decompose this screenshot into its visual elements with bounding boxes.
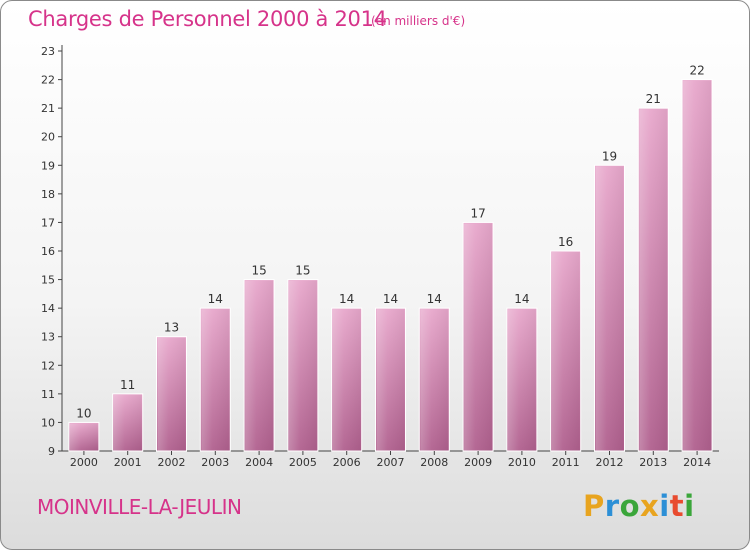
logo-letter: i <box>659 489 670 523</box>
data-label: 17 <box>470 206 485 220</box>
bar-highlight <box>201 309 230 451</box>
data-label: 21 <box>646 92 661 106</box>
y-tick-label: 13 <box>41 331 55 344</box>
data-label: 14 <box>514 292 529 306</box>
y-tick-label: 23 <box>41 45 55 58</box>
y-tick-label: 14 <box>41 302 55 315</box>
bar-highlight <box>595 166 624 452</box>
y-tick-label: 16 <box>41 245 55 258</box>
x-tick-label: 2004 <box>245 456 273 469</box>
x-tick-label: 2000 <box>70 456 98 469</box>
x-tick-label: 2007 <box>377 456 405 469</box>
data-label: 15 <box>295 264 310 278</box>
logo-letter: x <box>640 489 660 523</box>
x-tick-label: 2009 <box>464 456 492 469</box>
bar-highlight <box>113 394 142 451</box>
x-tick-label: 2012 <box>596 456 624 469</box>
y-tick-label: 9 <box>48 445 55 458</box>
bar-highlight <box>551 252 580 451</box>
bar-highlight <box>332 309 361 451</box>
y-tick-label: 22 <box>41 74 55 87</box>
commune-name: MOINVILLE-LA-JEULIN <box>37 495 242 519</box>
data-label: 22 <box>689 64 704 78</box>
x-tick-label: 2008 <box>420 456 448 469</box>
bar-highlight <box>507 309 536 451</box>
y-tick-label: 10 <box>41 416 55 429</box>
x-tick-label: 2010 <box>508 456 536 469</box>
data-label: 14 <box>383 292 398 306</box>
bar-highlight <box>69 423 98 451</box>
data-label: 19 <box>602 149 617 163</box>
x-tick-label: 2001 <box>114 456 142 469</box>
y-tick-label: 17 <box>41 216 55 229</box>
data-label: 14 <box>339 292 354 306</box>
proxiti-logo: Proxiti <box>583 489 695 523</box>
x-tick-label: 2005 <box>289 456 317 469</box>
data-label: 14 <box>427 292 442 306</box>
y-tick-label: 15 <box>41 274 55 287</box>
logo-letter: t <box>669 489 685 523</box>
data-label: 10 <box>76 406 91 420</box>
bar-highlight <box>288 280 317 451</box>
x-tick-label: 2014 <box>683 456 711 469</box>
chart-subtitle: (en milliers d'€) <box>371 14 466 28</box>
y-tick-label: 21 <box>41 102 55 115</box>
bar-highlight <box>683 80 712 452</box>
bar-highlight <box>639 109 668 452</box>
logo-letter: i <box>684 489 695 523</box>
data-label: 14 <box>208 292 223 306</box>
data-label: 13 <box>164 321 179 335</box>
chart-title: Charges de Personnel 2000 à 2014 <box>28 7 387 31</box>
x-tick-label: 2003 <box>201 456 229 469</box>
x-tick-label: 2002 <box>158 456 186 469</box>
y-tick-label: 19 <box>41 159 55 172</box>
y-tick-label: 11 <box>41 388 55 401</box>
data-label: 15 <box>251 264 266 278</box>
bar-highlight <box>245 280 274 451</box>
bar-highlight <box>420 309 449 451</box>
x-tick-label: 2011 <box>552 456 580 469</box>
bar-highlight <box>376 309 405 451</box>
y-tick-label: 18 <box>41 188 55 201</box>
y-tick-label: 20 <box>41 131 55 144</box>
x-tick-label: 2013 <box>639 456 667 469</box>
y-tick-label: 12 <box>41 359 55 372</box>
x-tick-label: 2006 <box>333 456 361 469</box>
bar-highlight <box>157 337 186 451</box>
data-label: 16 <box>558 235 573 249</box>
data-label: 11 <box>120 378 135 392</box>
logo-letter: o <box>619 489 641 523</box>
logo-letter: P <box>583 489 605 523</box>
bar-highlight <box>464 223 493 451</box>
logo-letter: r <box>604 489 620 523</box>
